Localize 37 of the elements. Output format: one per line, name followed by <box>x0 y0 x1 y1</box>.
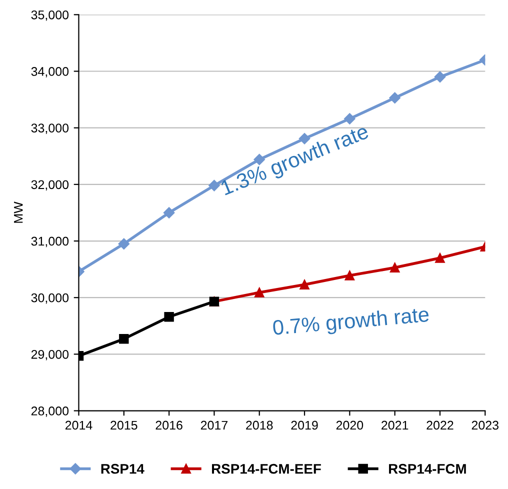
y-tick-label: 31,000 <box>31 236 69 248</box>
x-tick-label: 2017 <box>200 420 228 430</box>
x-tick-label: 2015 <box>110 420 138 430</box>
point <box>344 113 356 124</box>
x-tick-label: 2022 <box>426 420 454 430</box>
legend-label: RSP14-FCM <box>389 464 466 474</box>
x-tick-label: 2014 <box>65 420 92 430</box>
point <box>163 207 175 218</box>
y-tick-label: 30,000 <box>31 293 69 304</box>
point <box>254 288 264 298</box>
y-tick-label: 28,000 <box>31 406 69 417</box>
x-tick-label: 2019 <box>291 420 318 430</box>
x-tick-label: 2021 <box>382 420 408 430</box>
point <box>434 71 446 83</box>
y-tick-label: 32,000 <box>31 180 69 191</box>
x-tick-label: 2016 <box>156 420 182 430</box>
point <box>119 334 129 344</box>
point <box>344 270 355 280</box>
point <box>208 180 220 192</box>
annotation: 0.7% growth rate <box>272 306 430 340</box>
point <box>300 280 310 290</box>
legend-label: RSP14-FCM-EEF <box>212 464 321 474</box>
x-tick-label: 2020 <box>336 420 364 430</box>
point <box>389 92 400 104</box>
y-tick-label: 34,000 <box>31 67 69 78</box>
point <box>390 262 400 272</box>
y-tick-label: 33,000 <box>31 124 69 134</box>
point <box>254 154 265 166</box>
y-tick-label: 29,000 <box>31 350 69 360</box>
y-axis-title: MW <box>14 202 23 223</box>
point <box>164 312 174 322</box>
legend-label: RSP14 <box>101 464 144 474</box>
y-tick-label: 35,000 <box>31 10 69 21</box>
x-tick-label: 2018 <box>246 420 273 430</box>
x-tick-label: 2023 <box>472 420 498 430</box>
point <box>118 238 130 250</box>
point <box>435 253 445 263</box>
